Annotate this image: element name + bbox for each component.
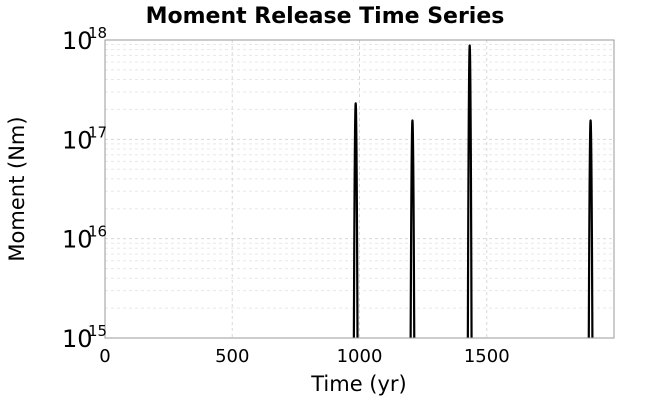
y-axis-label: Moment (Nm) [5, 116, 29, 261]
y-tick-base: 10 [62, 226, 93, 254]
x-axis-label: Time (yr) [310, 372, 407, 396]
x-tick-label: 0 [99, 346, 110, 367]
chart-title: Moment Release Time Series [146, 4, 505, 29]
series-layer [352, 44, 594, 338]
x-tick-label: 1500 [464, 346, 510, 367]
moment-event-spike [409, 119, 416, 338]
x-tick-label: 500 [215, 346, 249, 367]
x-tick-label: 1000 [337, 346, 383, 367]
y-tick-base: 10 [62, 27, 93, 55]
y-tick-exponent: 15 [88, 322, 107, 340]
moment-event-spike [466, 44, 473, 338]
y-tick-exponent: 16 [88, 223, 107, 241]
x-tick-labels: 0 500 1000 1500 [99, 346, 509, 367]
moment-event-spike [587, 119, 594, 338]
plot-frame [104, 39, 615, 339]
moment-event-spike [352, 102, 359, 338]
grid [104, 39, 614, 339]
y-tick-base: 10 [62, 126, 93, 154]
y-tick-base: 10 [62, 325, 93, 353]
y-tick-exponent: 18 [88, 24, 107, 42]
y-tick-exponent: 17 [88, 123, 107, 141]
